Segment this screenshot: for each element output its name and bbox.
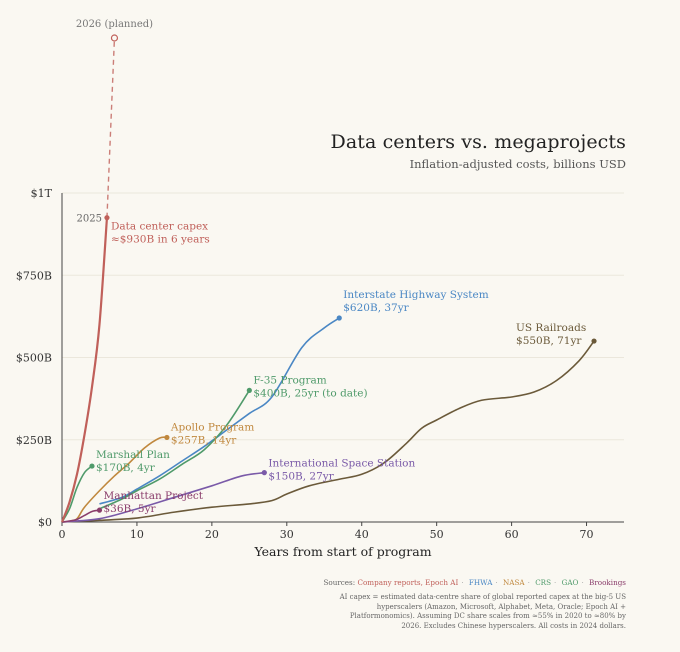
sources-label: Sources: [323,578,356,587]
series-end-point [246,387,252,393]
series-line [99,389,251,510]
series-label: Marshall Plan [96,449,170,461]
series-label: $36B, 5yr [103,503,156,515]
series-us-railroads: US Railroads$550B, 71yr [61,322,597,523]
y-tick-label: $750B [16,269,52,282]
series-label: US Railroads [516,322,586,334]
projection-marker [110,34,119,42]
series-label: $400B, 25yr (to date) [253,387,367,399]
series-marshall-plan: Marshall Plan$170B, 4yr [61,449,170,523]
y-tick-label: $1T [31,187,53,200]
series-label: Data center capex [111,221,208,233]
series-end-point [261,470,267,476]
series-end-point [89,463,95,469]
source-item: Company reports, Epoch AI [357,578,459,587]
y-tick-label: $250B [16,434,52,447]
source-item: FHWA [468,578,493,587]
series-f35: F-35 Program$400B, 25yr (to date) [99,374,368,510]
series-end-point [336,315,342,321]
series-line [61,340,595,523]
source-item: GAO [561,578,579,587]
series-label: Interstate Highway System [343,289,488,301]
x-tick-label: 60 [505,528,519,541]
series-line [61,465,93,523]
y-tick-label: $0 [38,516,52,529]
chart-subtitle: Inflation-adjusted costs, billions USD [409,157,626,171]
source-item: NASA [502,578,525,587]
series-data-center-capex: Data center capex≈$930B in 6 years 2025 [60,214,210,523]
series-end-point [591,338,597,344]
series-line [69,436,167,523]
x-tick-label: 40 [355,528,369,541]
series-apollo: Apollo Program$257B, 14yr [69,421,254,523]
series-label: $257B, 14yr [171,434,237,446]
chart-title: Data centers vs. megaprojects [330,131,626,153]
series-line [60,217,109,523]
series-line [61,509,100,523]
source-item: Brookings [589,578,626,587]
series-label: ≈$930B in 6 years [111,234,210,246]
series-label: Manhattan Project [103,490,203,502]
series-end-tag: 2025 [77,214,102,225]
series-label: $170B, 4yr [96,462,156,474]
series-manhattan: Manhattan Project$36B, 5yr [61,490,204,523]
sources: Sources: Company reports, Epoch AI · FHWA… [323,578,626,587]
x-tick-label: 50 [430,528,444,541]
x-tick-label: 10 [130,528,144,541]
y-tick-label: $500B [16,352,52,365]
x-tick-label: 70 [580,528,594,541]
series-label: $550B, 71yr [516,335,582,347]
x-tick-label: 0 [59,528,66,541]
x-axis-label: Years from start of program [253,544,431,559]
series-label: International Space Station [268,458,415,470]
series-label: $150B, 27yr [268,471,334,483]
series-iss: International Space Station$150B, 27yr [61,458,416,523]
source-item: CRS [535,578,552,587]
methodology-note: AI capex = estimated data-centre share o… [339,593,626,630]
series-end-point [96,507,103,513]
x-tick-label: 30 [280,528,294,541]
x-tick-label: 20 [205,528,219,541]
series-end-point [104,215,110,221]
series-label: Apollo Program [170,421,254,433]
projection-label: 2026 (planned) [76,19,153,30]
series-line [61,471,265,523]
series-end-point [164,434,170,441]
projection-line [106,37,116,218]
series-label: F-35 Program [253,374,326,386]
series-label: $620B, 37yr [343,302,409,314]
